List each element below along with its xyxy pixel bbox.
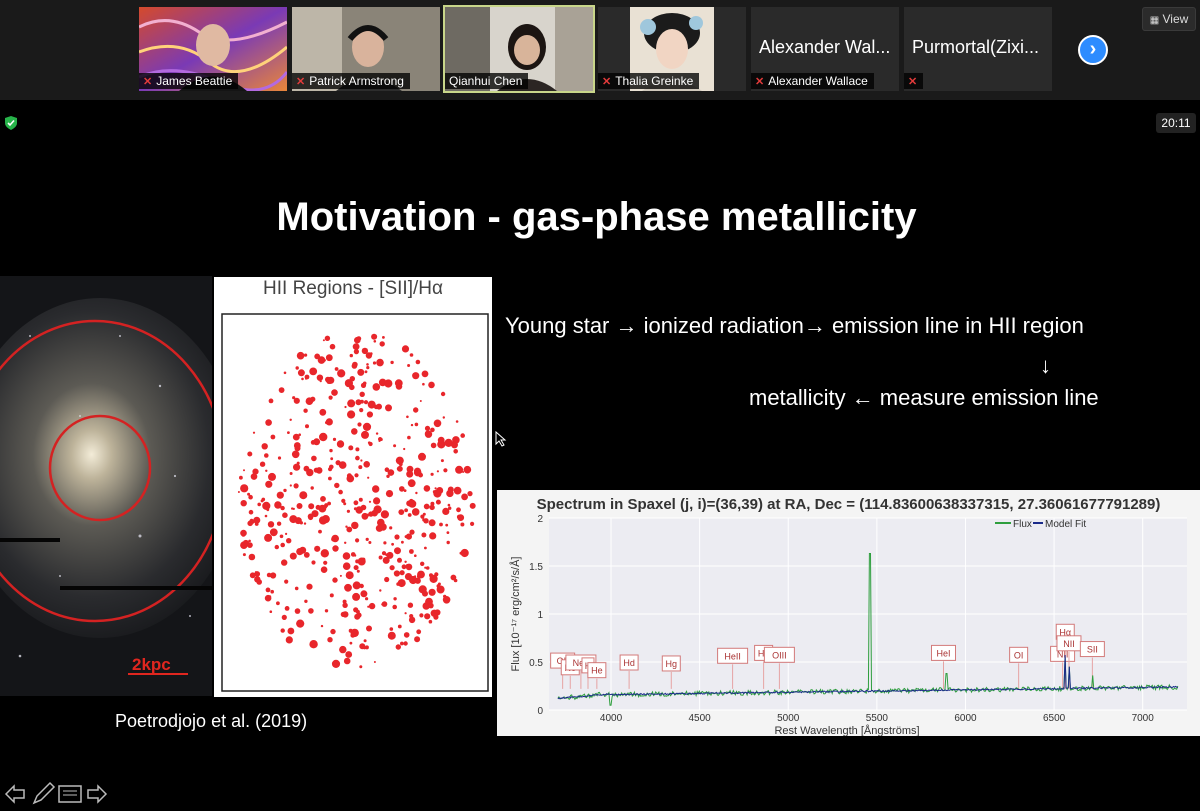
down-arrow: ↓ xyxy=(1040,353,1051,378)
emission-line-label: OIII xyxy=(772,650,787,660)
hii-regions-map xyxy=(221,313,489,692)
mic-muted-icon: ✕ xyxy=(908,76,918,88)
mic-muted-icon: ✕ xyxy=(296,76,306,88)
x-tick-label: 5000 xyxy=(777,713,800,724)
participant-name: ✕ James Beattie xyxy=(139,73,239,89)
flow-line-2: metallicity ← measure emission line xyxy=(749,385,1099,410)
emission-line-label: HeI xyxy=(936,648,950,658)
spectrum-xlabel: Rest Wavelength [Ångströms] xyxy=(774,724,919,736)
y-tick-label: 2 xyxy=(537,514,543,525)
x-tick-label: 5500 xyxy=(866,713,889,724)
emission-line-label: HeII xyxy=(724,651,741,661)
emission-line-label: Hg xyxy=(666,659,678,669)
notes-icon[interactable] xyxy=(58,785,82,803)
hii-region-blobs xyxy=(237,333,476,669)
emission-line-label: NII xyxy=(1063,639,1075,649)
participant-display-name: Alexander Wal... xyxy=(759,37,891,57)
participant-tile-purmortal[interactable]: Purmortal(Zixi... ✕ xyxy=(904,7,1052,91)
participant-name: ✕ Patrick Armstrong xyxy=(292,73,410,89)
x-tick-label: 4500 xyxy=(689,713,712,724)
emission-line-label: NeII xyxy=(573,658,590,668)
flow-line-1: Young star → ionized radiation→ emission… xyxy=(505,313,1084,338)
participant-name: Qianhui Chen xyxy=(445,73,529,89)
encryption-shield-icon[interactable] xyxy=(4,116,18,130)
legend-model-label: Model Fit xyxy=(1045,519,1086,530)
spectrum-panel: Spectrum in Spaxel (j, i)=(36,39) at RA,… xyxy=(497,490,1200,736)
participant-name: ✕ Alexander Wallace xyxy=(751,73,874,89)
emission-line-label: OI xyxy=(1014,650,1024,660)
y-tick-label: 1.5 xyxy=(529,562,543,573)
slide-title: Motivation - gas-phase metallicity xyxy=(276,195,917,239)
view-button[interactable]: ▦ View xyxy=(1142,7,1196,31)
chevron-right-icon: › xyxy=(1089,38,1097,60)
hii-panel-title: HII Regions - [SII]/Hα xyxy=(263,278,443,299)
annotation-toolbar xyxy=(4,781,108,805)
slide-citation: Poetrodjojo et al. (2019) xyxy=(115,711,308,731)
emission-line-label: Hb xyxy=(758,648,770,658)
emission-line-label: Hα xyxy=(1059,627,1071,637)
y-tick-label: 1 xyxy=(537,610,543,621)
spectrum-chart: OIINeNeIIHHeHdHgHeIIHbOIIIHeIOINIIHαNIIS… xyxy=(509,514,1187,736)
participant-name: ✕ Thalia Greinke xyxy=(598,73,700,89)
x-tick-label: 7000 xyxy=(1132,713,1155,724)
participant-name: ✕ xyxy=(904,73,924,89)
mic-muted-icon: ✕ xyxy=(143,76,153,88)
x-tick-label: 6500 xyxy=(1043,713,1066,724)
scale-bar-label: 2kpc xyxy=(132,655,171,674)
next-page-button[interactable]: › xyxy=(1078,35,1108,65)
emission-line-label: SII xyxy=(1087,645,1098,655)
y-tick-label: 0 xyxy=(537,706,543,717)
emission-line-label: NII xyxy=(1057,649,1069,659)
participant-tile-patrick-armstrong[interactable]: ✕ Patrick Armstrong xyxy=(292,7,440,91)
pen-icon[interactable] xyxy=(32,781,56,805)
previous-slide-icon[interactable] xyxy=(4,784,25,804)
x-tick-label: 6000 xyxy=(954,713,977,724)
x-tick-label: 4000 xyxy=(600,713,623,724)
participant-tile-james-beattie[interactable]: ✕ James Beattie xyxy=(139,7,287,91)
meeting-timer: 20:11 xyxy=(1156,113,1196,133)
mouse-cursor-icon xyxy=(495,431,507,447)
hii-regions-panel: HII Regions - [SII]/Hα xyxy=(214,277,492,697)
grid-icon: ▦ xyxy=(1149,15,1160,26)
mic-muted-icon: ✕ xyxy=(755,76,765,88)
participant-tile-alexander-wallace[interactable]: Alexander Wal... ✕ Alexander Wallace xyxy=(751,7,899,91)
next-slide-icon[interactable] xyxy=(87,784,108,804)
model-fit-series xyxy=(557,654,1178,700)
spectrum-ylabel: Flux [10⁻¹⁷ erg/cm²/s/Å] xyxy=(509,557,522,672)
participant-tile-qianhui-chen[interactable]: Qianhui Chen xyxy=(443,5,595,93)
mic-muted-icon: ✕ xyxy=(602,76,612,88)
emission-line-label: He xyxy=(591,666,603,676)
participant-strip: ✕ James Beattie ✕ Patrick Armstrong Qianhu… xyxy=(0,0,1200,100)
galaxy-image: 2kpc xyxy=(0,276,212,696)
y-tick-label: 0.5 xyxy=(529,658,543,669)
participant-tile-thalia-greinke[interactable]: ✕ Thalia Greinke xyxy=(598,7,746,91)
emission-line-label: Hd xyxy=(623,658,635,668)
participant-display-name: Purmortal(Zixi... xyxy=(912,37,1040,57)
legend-flux-label: Flux xyxy=(1013,519,1032,530)
spectrum-title: Spectrum in Spaxel (j, i)=(36,39) at RA,… xyxy=(536,496,1161,513)
